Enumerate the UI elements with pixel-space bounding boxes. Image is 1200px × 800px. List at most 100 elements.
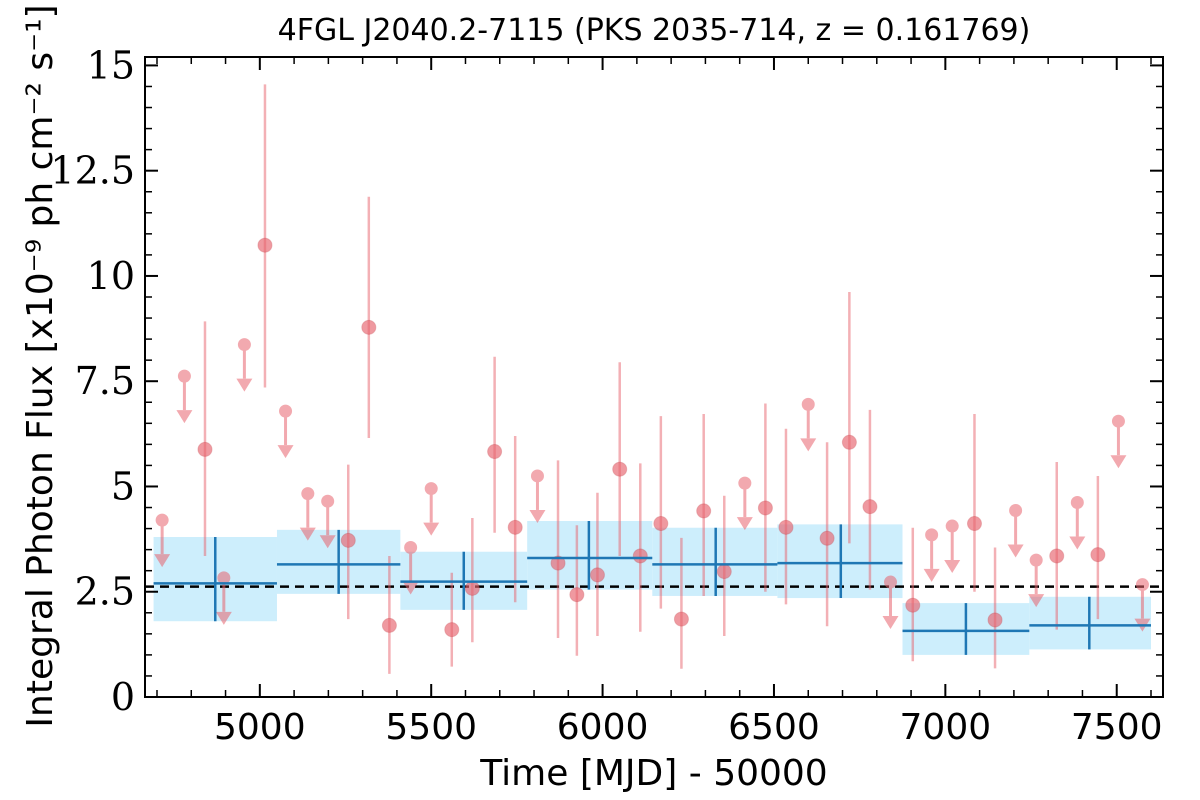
flux-point (632, 548, 648, 564)
flux-measurement (653, 416, 669, 609)
y-tick-label: 15 (87, 43, 135, 87)
flux-measurement (197, 321, 213, 556)
upper-limit-point (1135, 578, 1149, 592)
upper-limit-marker (154, 513, 171, 568)
upper-limit-arrowhead (1110, 455, 1127, 469)
flux-measurement (778, 428, 794, 605)
flux-measurement (862, 409, 878, 590)
upper-limit-point (1029, 553, 1043, 567)
y-tick-label: 10 (87, 254, 135, 298)
x-tick-label: 6000 (557, 707, 649, 748)
binned-flux-marker (276, 529, 401, 594)
upper-limit-point (884, 575, 898, 589)
flux-measurement (444, 572, 460, 667)
binned-flux-marker (1029, 596, 1152, 650)
upper-limit-marker (1110, 414, 1127, 469)
y-tick-label: 7.5 (75, 359, 135, 403)
flux-measurement (507, 435, 523, 603)
flux-point (487, 444, 503, 460)
flux-measurement (612, 362, 628, 556)
upper-limit-marker (236, 338, 253, 392)
flux-point (966, 516, 982, 532)
upper-limit-marker (800, 397, 817, 452)
upper-limit-arrowhead (215, 611, 232, 625)
upper-limit-marker (277, 404, 294, 459)
flux-measurement (905, 527, 921, 662)
upper-limit-point (217, 571, 231, 585)
x-tick-label: 5500 (385, 707, 477, 748)
y-tick-label: 12.5 (50, 149, 135, 193)
upper-limit-marker (944, 519, 961, 574)
upper-limit-point (404, 541, 418, 555)
flux-point (716, 564, 732, 580)
upper-limit-point (279, 404, 293, 418)
y-tick-label: 2.5 (75, 570, 135, 614)
binned-flux-marker (777, 524, 903, 599)
flux-point (987, 612, 1003, 628)
flux-measurement (569, 525, 585, 656)
y-tick-label: 5 (111, 464, 135, 508)
plot-frame (144, 56, 1164, 698)
flux-measurement (696, 414, 712, 596)
flux-point (696, 503, 712, 519)
y-tick-label: 0 (111, 675, 135, 719)
flux-point (1049, 548, 1065, 564)
x-tick-label: 5000 (214, 707, 306, 748)
upper-limit-arrowhead (800, 438, 817, 452)
upper-limit-arrowhead (923, 568, 940, 582)
upper-limit-point (1070, 495, 1084, 509)
flux-point (444, 622, 460, 638)
upper-limit-arrowhead (154, 554, 171, 568)
upper-limit-arrowhead (944, 560, 961, 574)
upper-limit-arrowhead (1007, 544, 1024, 558)
upper-limit-point (301, 487, 315, 501)
upper-limit-arrowhead (529, 509, 546, 523)
flux-measurement (361, 196, 377, 439)
binned-flux-marker (400, 551, 528, 610)
flux-measurement (966, 414, 982, 592)
flux-measurement (464, 518, 480, 643)
binned-flux-marker (652, 527, 778, 596)
flux-point (381, 617, 397, 633)
binned-flux-marker (527, 521, 653, 590)
upper-limit-marker (423, 482, 440, 536)
flux-point (757, 500, 773, 516)
flux-measurement (632, 463, 648, 632)
flux-point (905, 597, 921, 613)
upper-limit-point (738, 476, 752, 490)
flux-measurement (819, 442, 835, 627)
flux-point (653, 516, 669, 532)
upper-limit-arrowhead (1028, 594, 1045, 608)
flux-point (841, 434, 857, 450)
upper-limit-marker (529, 469, 546, 523)
flux-point (819, 530, 835, 546)
x-tick-label: 7000 (900, 707, 992, 748)
upper-limit-arrowhead (402, 581, 419, 595)
upper-limit-arrowhead (277, 445, 294, 459)
flux-measurement (550, 460, 566, 639)
upper-limit-arrowhead (299, 527, 316, 541)
upper-limit-point (945, 519, 959, 533)
x-axis-label: Time [MJD] - 50000 (479, 753, 827, 794)
flux-point (612, 461, 628, 477)
flux-measurement (257, 84, 273, 388)
upper-limit-arrowhead (236, 378, 253, 392)
flux-point (197, 441, 213, 457)
upper-limit-marker (176, 369, 193, 424)
flux-measurement (987, 547, 1003, 669)
binned-flux-marker (902, 603, 1030, 655)
flux-point (257, 237, 273, 253)
flux-measurement (716, 495, 732, 636)
upper-limit-arrowhead (1069, 536, 1086, 550)
upper-limit-marker (882, 575, 899, 630)
flux-measurement (381, 555, 397, 674)
flux-measurement (589, 492, 605, 636)
upper-limit-point (155, 513, 169, 527)
flux-point (507, 519, 523, 535)
flux-point (340, 532, 356, 548)
upper-limit-marker (1007, 503, 1024, 558)
upper-limit-point (177, 369, 191, 383)
binned-flux-marker (153, 537, 277, 622)
upper-limit-point (424, 482, 438, 496)
upper-limit-marker (736, 476, 753, 531)
